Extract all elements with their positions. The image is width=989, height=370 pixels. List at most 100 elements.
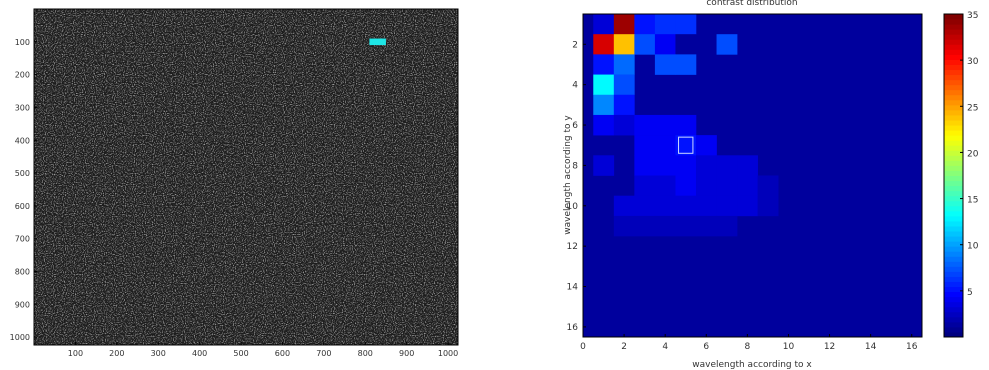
colorbar-segment [944,145,963,151]
x-ticks: 0 2 4 6 8 10 12 14 16 [580,334,918,352]
colorbar-tick-label: 30 [967,57,979,67]
heatmap-cell [634,14,656,35]
x-tick-label: 2 [621,342,627,352]
colorbar-segment [944,84,963,91]
colorbar-tick-label: 15 [967,196,978,206]
highlighted-cell [678,136,694,154]
heatmap-cell [593,54,615,75]
colorbar-segment [944,225,963,232]
heatmap-cell [675,14,697,35]
colorbar-tick-label: 5 [967,288,973,298]
heatmap-cell [675,195,697,217]
heatmap-cell [634,34,656,55]
colorbar-segment [944,331,963,338]
colorbar-segment [944,49,963,55]
heatmap-cell [757,175,779,196]
x-tick-label: 600 [275,349,290,358]
colorbar-segment [944,39,963,45]
heatmap-cell [716,155,738,176]
colorbar-segment [944,286,963,293]
colorbar-tick-label: 20 [967,149,979,159]
y-tick-label: 1000 [10,333,30,342]
colorbar-segment [944,54,963,60]
heatmap-cell [675,215,697,237]
heatmap-cell [737,175,758,196]
y-tick-label: 14 [567,283,579,293]
colorbar-segment [944,59,963,65]
heatmap-cell [654,195,676,217]
colorbar-segment [944,175,963,182]
heatmap-cell [613,94,635,116]
colorbar-segment [944,29,963,35]
colorbar-segment [944,19,963,25]
x-tick-label: 0 [580,342,586,352]
heatmap-cell [613,74,635,96]
colorbar-segment [944,291,963,298]
heatmap-cell [593,14,615,35]
colorbar-segment [944,306,963,313]
colorbar-segment [944,119,963,126]
colorbar-segment [944,195,963,202]
x-tick-label: 500 [233,349,248,358]
colorbar-segment [944,130,963,136]
x-ticks: 100 200 300 400 500 600 700 800 900 1000 [68,342,458,358]
colorbar-tick-label: 25 [967,103,978,113]
colorbar-segment [944,44,963,50]
y-axis-label: wavelength according to y [563,115,573,235]
x-tick-label: 8 [744,342,750,352]
heatmap-cell [675,135,697,156]
y-ticks: 100 200 300 400 500 600 700 800 900 1000 [10,38,37,342]
selection-marker [369,38,386,46]
heatmap-cell [634,114,656,136]
colorbar-segment [944,190,963,197]
heatmap-cell [654,54,676,75]
heatmap-cell [654,175,676,196]
heatmap-cell [654,34,676,55]
heatmap-cell [716,195,738,217]
heatmap-cell [696,135,717,156]
y-tick-label: 600 [15,202,30,211]
x-tick-label: 16 [906,342,918,352]
y-tick-label: 4 [572,81,578,91]
x-tick-label: 700 [316,349,331,358]
x-tick-label: 12 [824,342,835,352]
colorbar-segment [944,256,963,262]
colorbar-segment [944,231,963,237]
heatmap-cell [654,155,676,176]
x-tick-label: 4 [662,342,668,352]
heatmap-cell [634,135,656,156]
colorbar-frame [943,13,964,338]
heatmap-cell [613,54,635,75]
x-tick-label: 10 [783,342,795,352]
heatmap-cell [654,114,676,136]
y-tick-label: 800 [15,268,30,277]
contrast-distribution-plot: contrast distribution 0 2 4 6 8 10 12 14 16 2 4 6 8… [563,0,979,370]
heatmap-cell [613,215,635,237]
y-tick-label: 700 [15,235,30,244]
heatmap-cell [613,14,635,35]
colorbar-segment [944,109,963,116]
colorbar-segment [944,34,963,40]
chart-title: contrast distribution [706,0,797,8]
colorbar-segment [944,205,963,212]
heatmap-cell [654,14,676,35]
colorbar-segment [944,180,963,187]
heatmap-cell [675,114,697,136]
image-axes-frame [33,8,459,346]
colorbar-segment [944,94,963,101]
colorbar-segment [944,236,963,242]
heatmap-cell [716,215,738,237]
heatmap-cell [634,155,656,176]
y-tick-label: 200 [15,71,30,80]
y-tick-label: 10 [567,202,579,212]
colorbar-segment [944,261,963,267]
colorbar-segment [944,321,963,328]
y-tick-label: 300 [15,103,30,112]
x-tick-label: 100 [68,349,83,358]
heatmap-cell [634,195,656,217]
colorbar-tick-label: 10 [967,242,979,252]
heatmap-cell [634,175,656,196]
heatmap-cell [654,215,676,237]
colorbar-segment [944,79,963,86]
